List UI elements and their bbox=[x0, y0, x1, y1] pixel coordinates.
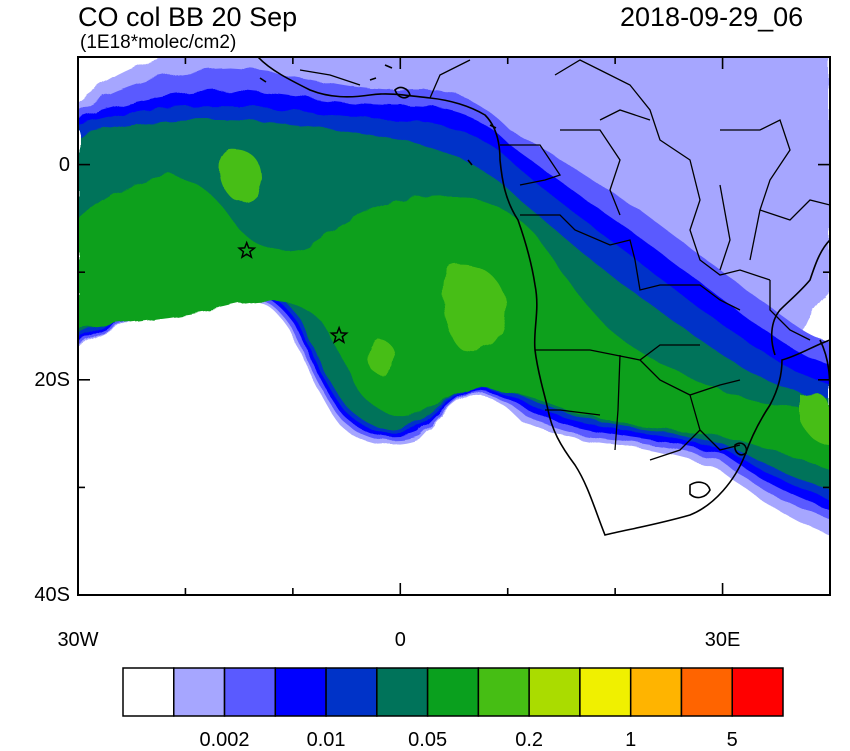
x-tick-label: 30W bbox=[57, 629, 99, 651]
colorbar-swatch bbox=[426, 667, 480, 717]
colorbar-swatch bbox=[731, 667, 784, 717]
country-borders bbox=[299, 59, 830, 461]
colorbar-label: 0.01 bbox=[306, 729, 346, 751]
colorbar-swatch bbox=[680, 667, 733, 717]
map-title: CO col BB 20 Sep bbox=[78, 2, 298, 32]
markers-layer bbox=[237, 240, 349, 344]
colorbar-swatch bbox=[122, 667, 175, 717]
colorbar-swatch bbox=[477, 667, 530, 717]
colorbar-swatch bbox=[173, 667, 226, 717]
colorbar-swatch bbox=[274, 667, 327, 717]
colorbar-label: 0.2 bbox=[515, 729, 544, 751]
tick-marks bbox=[77, 56, 831, 596]
star-marker-1 bbox=[237, 240, 257, 259]
x-tick-label: 30E bbox=[704, 629, 741, 651]
colorbar-label: 5 bbox=[726, 729, 738, 751]
map-datetime: 2018-09-29_06 bbox=[620, 2, 804, 32]
map-units: (1E18*molec/cm2) bbox=[80, 32, 237, 53]
colorbar-swatch bbox=[223, 667, 277, 717]
colorbar-swatch bbox=[528, 667, 581, 717]
y-tick-label: 20S bbox=[34, 368, 70, 391]
co-field bbox=[78, 57, 830, 595]
x-tick-label: 0 bbox=[394, 629, 406, 651]
colorbar-swatch bbox=[629, 667, 683, 717]
swaziland bbox=[734, 442, 748, 456]
colorbar-swatch bbox=[376, 667, 429, 717]
lesotho bbox=[689, 481, 711, 499]
islands bbox=[259, 64, 497, 166]
y-tick-label: 0 bbox=[58, 153, 70, 176]
y-tick-label: 40S bbox=[34, 584, 70, 606]
colorbar-swatch bbox=[579, 667, 632, 717]
colorbar-swatch bbox=[325, 667, 378, 717]
colorbar-label: 1 bbox=[625, 729, 637, 751]
star-marker-2 bbox=[329, 325, 349, 344]
colorbar-label: 0.002 bbox=[199, 729, 250, 751]
east-africa-coastline bbox=[770, 239, 830, 356]
colorbar-label: 0.05 bbox=[408, 729, 448, 751]
colorbar bbox=[122, 667, 784, 717]
map-frame bbox=[77, 56, 831, 596]
